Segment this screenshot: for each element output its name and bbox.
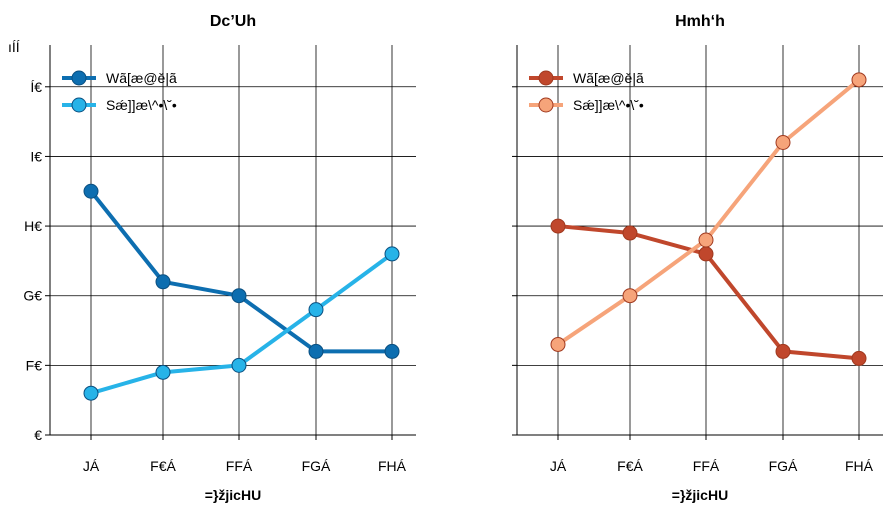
series-1 bbox=[550, 218, 867, 366]
data-point bbox=[775, 343, 791, 359]
y-tick-label: F€ bbox=[26, 357, 43, 373]
data-point bbox=[155, 364, 171, 380]
chart-panel-2: JÁ F€Á FFÁ FGÁ FHÁ Hmh‘h =}žjicHU Wã[æ@ě|ã Sǽ]]æ… bbox=[512, 13, 883, 503]
chart-title: Dc’Uh bbox=[210, 13, 256, 30]
data-point bbox=[622, 225, 638, 241]
data-point bbox=[698, 232, 714, 248]
legend-label: Wã[æ@ě|ã bbox=[106, 70, 177, 86]
data-point bbox=[83, 385, 99, 401]
x-tick-label: FFÁ bbox=[693, 458, 720, 474]
x-tick-label: JÁ bbox=[83, 458, 100, 474]
series-line bbox=[89, 189, 394, 354]
data-point bbox=[851, 350, 867, 366]
y-tick-label: I€ bbox=[30, 148, 42, 164]
data-point bbox=[384, 246, 400, 262]
legend-label: Sǽ]]æ\^•\˘• bbox=[106, 97, 177, 113]
legend: Wã[æ@ě|ã Sǽ]]æ\^•\˘• bbox=[62, 70, 177, 113]
x-tick-label: JÁ bbox=[550, 458, 567, 474]
data-point bbox=[775, 135, 791, 150]
data-point bbox=[231, 357, 247, 373]
data-point bbox=[83, 183, 99, 199]
y-axis-top-label: ıÍÍ bbox=[8, 39, 20, 55]
data-point bbox=[698, 246, 714, 262]
legend-marker bbox=[538, 97, 554, 113]
legend-marker bbox=[71, 97, 87, 113]
legend: Wã[æ@ě|ã Sǽ]]æ\^•\˘• bbox=[529, 70, 644, 113]
x-axis-label: =}žjicHU bbox=[672, 487, 728, 503]
legend-marker bbox=[538, 70, 554, 86]
y-tick-label: G€ bbox=[23, 288, 42, 304]
y-tick-label: Í€ bbox=[30, 79, 42, 95]
y-tick-label: € bbox=[34, 427, 42, 443]
legend-label: Wã[æ@ě|ã bbox=[573, 70, 644, 86]
series-2 bbox=[550, 72, 867, 352]
data-point bbox=[384, 343, 400, 359]
data-point bbox=[308, 302, 324, 318]
x-tick-label: FGÁ bbox=[302, 458, 331, 474]
data-point bbox=[308, 343, 324, 359]
x-tick-label: F€Á bbox=[150, 458, 176, 474]
data-point bbox=[851, 72, 867, 88]
series-line bbox=[556, 77, 861, 347]
x-tick-label: FHÁ bbox=[378, 458, 407, 474]
x-tick-label: F€Á bbox=[617, 458, 643, 474]
legend-marker bbox=[71, 70, 87, 86]
data-point bbox=[155, 274, 171, 290]
data-point bbox=[231, 288, 247, 304]
x-tick-label: FGÁ bbox=[769, 458, 798, 474]
x-tick-label: FFÁ bbox=[226, 458, 253, 474]
data-point bbox=[622, 288, 638, 304]
y-tick-label: H€ bbox=[24, 218, 42, 234]
legend-label: Sǽ]]æ\^•\˘• bbox=[573, 97, 644, 113]
data-point bbox=[550, 218, 566, 234]
x-axis-label: =}žjicHU bbox=[205, 487, 261, 503]
data-point bbox=[550, 336, 566, 352]
series-1 bbox=[83, 183, 400, 359]
x-tick-label: FHÁ bbox=[845, 458, 874, 474]
chart-title: Hmh‘h bbox=[675, 13, 725, 30]
series-2 bbox=[83, 246, 400, 401]
chart-panel-1: € F€ G€ H€ I€ Í€ ıÍÍ JÁ F€Á FFÁ FGÁ FHÁ Dc’Uh =}žjicH… bbox=[8, 13, 416, 503]
